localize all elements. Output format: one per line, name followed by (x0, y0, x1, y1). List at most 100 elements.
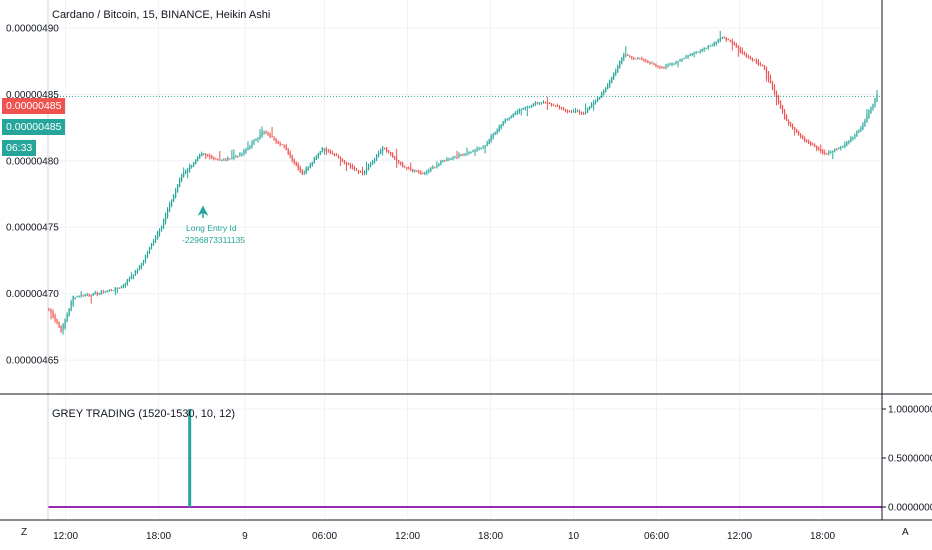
candle-body (227, 157, 229, 160)
candle-body (685, 56, 687, 59)
candle-body (128, 278, 131, 282)
candle-body (522, 107, 524, 110)
candle-body (271, 136, 273, 138)
candle-body (337, 155, 340, 158)
candle-body (697, 51, 699, 53)
candle-body (671, 63, 673, 65)
candle-body (464, 153, 466, 156)
candle-body (355, 169, 358, 171)
candle-body (812, 144, 814, 146)
candle-body (329, 151, 331, 153)
candle-body (303, 171, 305, 174)
price-tick-label: 0.00000485 (6, 90, 59, 101)
candle-body (532, 103, 534, 107)
candle-body (299, 167, 301, 172)
time-tick-label: 18:00 (810, 531, 835, 542)
candle-body (275, 138, 277, 143)
candle-body (791, 124, 794, 129)
candle-body (347, 163, 350, 165)
candle-body (601, 93, 603, 98)
entry-id: -2296873311135 (182, 235, 245, 245)
candle-body (430, 167, 432, 171)
candle-body (406, 167, 408, 169)
candle-body (574, 111, 577, 113)
candle-body (514, 113, 516, 116)
candle-body (251, 142, 253, 147)
candle-body (542, 101, 545, 103)
candle-body (629, 55, 631, 57)
candle-body (424, 171, 426, 174)
candle-body (400, 161, 402, 165)
candle-body (590, 103, 593, 107)
candle-body (315, 156, 317, 160)
candle-body (84, 294, 86, 296)
candle-body (848, 141, 850, 144)
candle-body (94, 292, 96, 295)
candle-body (369, 163, 372, 167)
candle-body (229, 158, 231, 160)
candle-body (273, 137, 275, 141)
candle-body (665, 65, 667, 68)
candle-body (673, 63, 675, 65)
candle-body (492, 134, 494, 138)
candle-body (810, 142, 812, 145)
candle-body (761, 64, 764, 66)
candle-body (763, 65, 766, 70)
candle-body (48, 308, 50, 310)
candle-body (247, 147, 249, 151)
candle-body (217, 158, 219, 161)
candle-body (98, 293, 100, 295)
candle-body (454, 157, 456, 159)
candle-body (795, 129, 798, 133)
candle-body (703, 47, 705, 50)
candle-body (804, 138, 806, 142)
candle-body (468, 151, 470, 154)
candle-body (496, 129, 498, 134)
candle-body (773, 86, 776, 94)
candle-body (124, 283, 126, 287)
candle-body (70, 301, 72, 312)
candle-body (438, 163, 440, 167)
candle-body (58, 322, 60, 328)
auto-scale-button[interactable]: A (902, 527, 909, 538)
candle-body (864, 120, 866, 126)
candle-body (554, 105, 557, 107)
candle-body (76, 295, 78, 297)
candle-body (476, 148, 478, 151)
zoom-button[interactable]: Z (21, 527, 28, 538)
candle-body (466, 153, 468, 155)
candle-body (755, 60, 758, 63)
candle-body (239, 153, 241, 157)
candle-body (179, 178, 181, 187)
candle-body (667, 64, 669, 67)
candle-body (140, 263, 143, 269)
candle-body (341, 158, 344, 162)
candle-body (377, 152, 380, 157)
candle-body (854, 134, 856, 138)
candle-body (56, 319, 58, 324)
candle-body (361, 172, 364, 175)
candle-body (639, 58, 641, 60)
candle-body (265, 131, 267, 134)
candle-body (556, 105, 559, 107)
candle-body (116, 288, 118, 290)
candle-body (108, 289, 110, 292)
candle-body (649, 61, 651, 65)
candle-body (502, 121, 504, 126)
candle-body (540, 102, 543, 104)
indicator-title[interactable]: GREY TRADING (1520-1530, 10, 12) (52, 408, 236, 420)
symbol-title[interactable]: Cardano / Bitcoin, 15, BINANCE, Heikin A… (52, 9, 271, 21)
candle-body (414, 170, 416, 172)
candle-body (166, 209, 169, 217)
candle-body (375, 154, 378, 161)
candle-body (862, 123, 864, 130)
candle-body (597, 97, 599, 102)
candle-body (695, 51, 697, 53)
candle-body (472, 150, 474, 152)
candle-body (96, 292, 98, 295)
candle-body (802, 135, 804, 139)
candle-body (174, 189, 177, 198)
candle-body (576, 110, 579, 112)
candle-body (285, 145, 287, 150)
